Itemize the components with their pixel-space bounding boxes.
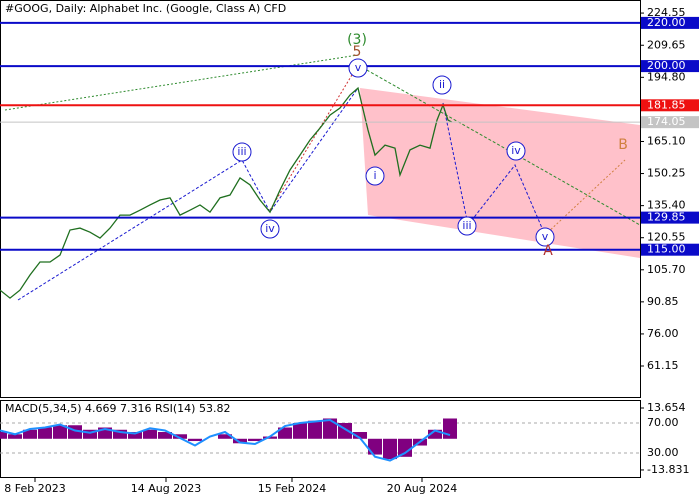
macd-bar bbox=[128, 432, 142, 439]
level-label-box bbox=[641, 99, 699, 112]
wave-circle bbox=[232, 142, 252, 162]
y-tick-label: -13.831 bbox=[647, 463, 689, 476]
forecast-channel bbox=[360, 88, 640, 258]
macd-bar bbox=[398, 438, 412, 457]
level-label-box bbox=[641, 16, 699, 29]
macd-bar bbox=[368, 438, 382, 455]
wave-label: A bbox=[543, 243, 553, 259]
macd-bar bbox=[53, 425, 67, 439]
wave-label: B bbox=[618, 137, 628, 153]
level-label: 115.00 bbox=[647, 243, 686, 256]
level-label-box bbox=[641, 60, 699, 73]
level-label-box bbox=[641, 243, 699, 256]
level-label: 181.85 bbox=[647, 98, 686, 111]
y-tick-label: 90.85 bbox=[647, 295, 679, 308]
macd-bar bbox=[383, 438, 397, 460]
wave-line bbox=[357, 64, 641, 226]
macd-bar bbox=[293, 422, 307, 439]
y-tick-label: 224.55 bbox=[647, 6, 686, 19]
macd-bar bbox=[323, 418, 337, 439]
indicator-title: MACD(5,34,5) 4.669 7.316 RSI(14) 53.82 bbox=[5, 402, 230, 415]
macd-bar bbox=[23, 429, 37, 439]
macd-bar bbox=[248, 438, 262, 442]
wave-circle bbox=[535, 227, 555, 247]
wave-line bbox=[4, 54, 359, 111]
rsi-line bbox=[0, 418, 451, 462]
y-tick-label: 194.80 bbox=[647, 70, 686, 83]
macd-bar bbox=[278, 427, 292, 439]
macd-bar bbox=[143, 429, 157, 439]
wave-label: iv bbox=[265, 222, 275, 235]
y-tick-label: 209.65 bbox=[647, 38, 686, 51]
macd-bar bbox=[158, 432, 172, 439]
macd-bar bbox=[8, 434, 22, 439]
y-tick-label: 165.10 bbox=[647, 134, 686, 147]
wave-label: iv bbox=[511, 144, 521, 157]
wave-label: v bbox=[355, 61, 362, 74]
macd-bar bbox=[308, 420, 322, 439]
wave-line bbox=[17, 87, 359, 301]
indicator-panel bbox=[0, 400, 641, 478]
chart-title: #GOOG, Daily: Alphabet Inc. (Google, Cla… bbox=[5, 2, 286, 15]
wave-label: iii bbox=[237, 145, 246, 158]
level-label: 200.00 bbox=[647, 59, 686, 72]
wave-circle bbox=[457, 216, 477, 236]
price-line bbox=[0, 86, 453, 299]
x-tick-label: 14 Aug 2023 bbox=[131, 482, 201, 495]
wave-circle bbox=[348, 58, 368, 78]
macd-bar bbox=[233, 438, 247, 444]
y-tick-label: 105.70 bbox=[647, 263, 686, 276]
macd-bar bbox=[428, 429, 442, 439]
wave-line bbox=[442, 102, 546, 236]
macd-bar bbox=[218, 434, 232, 439]
macd-bar bbox=[113, 429, 127, 439]
wave-line bbox=[269, 64, 359, 211]
level-label: 220.00 bbox=[647, 16, 686, 29]
x-tick-label: 8 Feb 2023 bbox=[4, 482, 65, 495]
wave-circle bbox=[506, 141, 526, 161]
wave-label: (3) bbox=[347, 32, 367, 48]
macd-bar bbox=[353, 432, 367, 439]
macd-bar bbox=[38, 427, 52, 439]
level-label-box bbox=[641, 211, 699, 224]
x-tick-label: 20 Aug 2024 bbox=[387, 482, 457, 495]
x-tick-label: 15 Feb 2024 bbox=[258, 482, 326, 495]
y-tick-label: 120.55 bbox=[647, 231, 686, 244]
y-tick-label: 13.654 bbox=[647, 401, 686, 414]
macd-bar bbox=[263, 436, 277, 439]
y-tick-label: 135.40 bbox=[647, 199, 686, 212]
macd-bar bbox=[83, 429, 97, 439]
macd-bar bbox=[443, 418, 457, 439]
y-tick-label: 61.15 bbox=[647, 359, 679, 372]
macd-bar bbox=[0, 432, 7, 439]
y2-tick-label: 30.00 bbox=[647, 446, 679, 459]
macd-bar bbox=[188, 438, 202, 442]
level-label-box bbox=[641, 116, 699, 129]
wave-label: iii bbox=[462, 219, 471, 232]
y2-tick-label: 70.00 bbox=[647, 416, 679, 429]
wave-circle bbox=[260, 219, 280, 239]
level-label: 129.85 bbox=[647, 211, 686, 224]
y-tick-label: 150.25 bbox=[647, 167, 686, 180]
macd-bar bbox=[173, 434, 187, 439]
wave-label: ii bbox=[439, 78, 445, 91]
wave-label: 5 bbox=[353, 44, 362, 60]
wave-label: i bbox=[373, 169, 376, 182]
wave-circle bbox=[365, 166, 385, 186]
level-label: 174.05 bbox=[647, 115, 686, 128]
wave-label: v bbox=[542, 230, 549, 243]
y-tick-label: 76.00 bbox=[647, 327, 679, 340]
macd-bar bbox=[98, 427, 112, 439]
wave-circle bbox=[432, 75, 452, 95]
